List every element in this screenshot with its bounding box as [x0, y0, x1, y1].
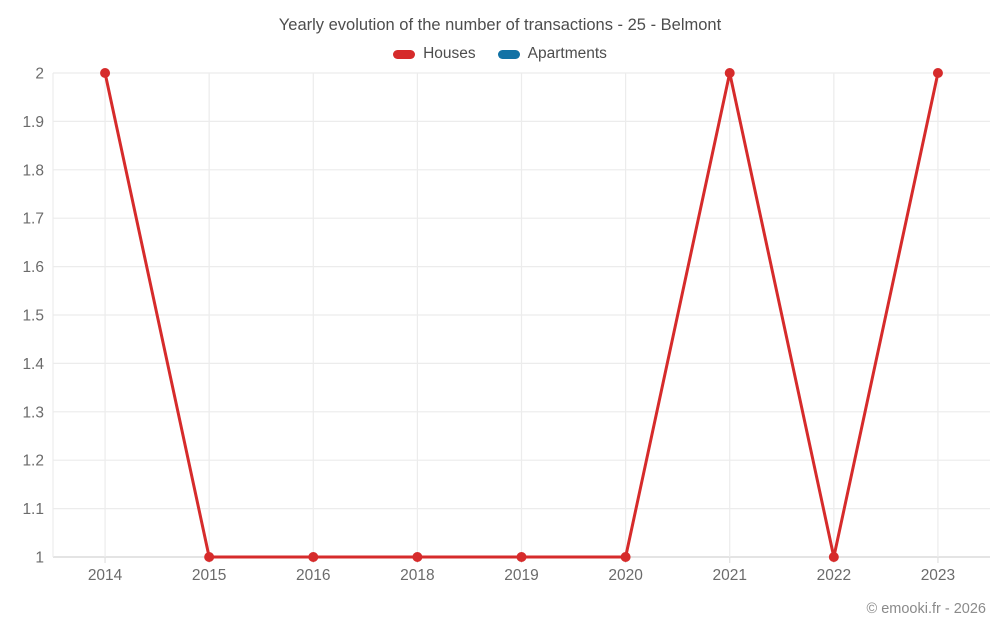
- data-point[interactable]: [308, 552, 319, 562]
- x-axis-tick-label: 2015: [192, 567, 226, 584]
- x-axis-tick-label: 2018: [400, 567, 434, 584]
- y-axis-tick-label: 1.6: [22, 259, 44, 276]
- data-point[interactable]: [620, 552, 631, 562]
- x-axis-tick-label: 2021: [712, 567, 746, 584]
- y-axis-tick-label: 1.9: [22, 114, 44, 131]
- legend-item-apartments[interactable]: Apartments: [497, 45, 607, 63]
- x-axis-tick-label: 2022: [817, 567, 851, 584]
- legend: Houses Apartments: [0, 45, 1000, 63]
- y-axis-tick-label: 1.5: [22, 308, 44, 325]
- y-axis-tick-label: 1.7: [22, 211, 44, 228]
- x-axis-tick-label: 2014: [88, 567, 123, 584]
- legend-label: Houses: [423, 45, 476, 62]
- y-axis-tick-label: 1: [35, 550, 44, 567]
- y-axis-tick-label: 1.1: [22, 501, 44, 518]
- x-axis-tick-label: 2019: [504, 567, 538, 584]
- y-axis-tick-label: 1.8: [22, 162, 44, 179]
- data-point[interactable]: [412, 552, 423, 562]
- data-point[interactable]: [828, 552, 839, 562]
- x-axis-tick-label: 2016: [296, 567, 330, 584]
- footer-credit: © emooki.fr - 2026: [866, 601, 986, 617]
- legend-swatch-icon: [497, 49, 520, 59]
- data-point[interactable]: [724, 68, 735, 78]
- data-point[interactable]: [932, 68, 943, 78]
- legend-item-houses[interactable]: Houses: [393, 45, 476, 63]
- y-axis-tick-label: 1.4: [22, 356, 44, 373]
- chart-title: Yearly evolution of the number of transa…: [278, 16, 722, 34]
- y-axis-tick-label: 1.3: [22, 404, 44, 421]
- data-point[interactable]: [204, 552, 215, 562]
- data-point[interactable]: [516, 552, 527, 562]
- x-axis-tick-label: 2023: [921, 567, 955, 584]
- y-axis-tick-label: 1.2: [22, 453, 44, 470]
- data-point[interactable]: [100, 68, 111, 78]
- legend-label: Apartments: [527, 45, 607, 62]
- x-axis-tick-label: 2020: [608, 567, 643, 584]
- y-axis-tick-label: 2: [35, 66, 44, 83]
- legend-swatch-icon: [393, 49, 416, 59]
